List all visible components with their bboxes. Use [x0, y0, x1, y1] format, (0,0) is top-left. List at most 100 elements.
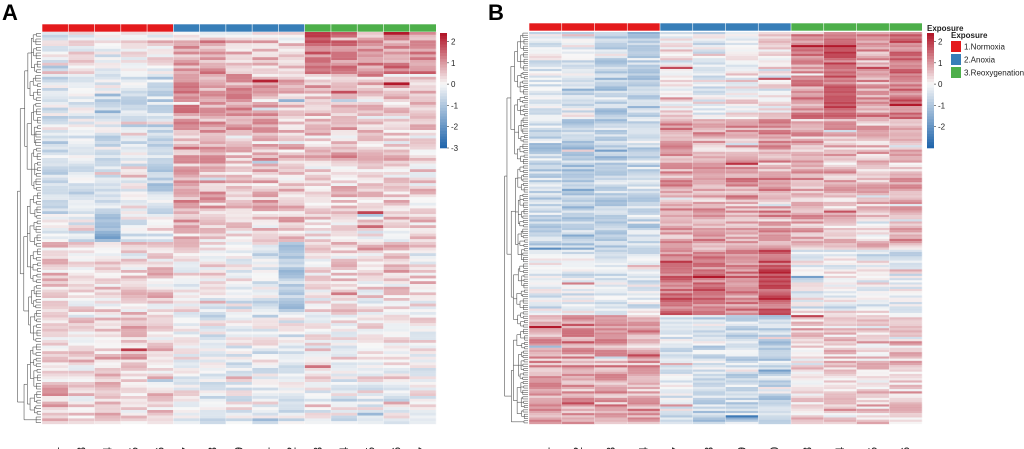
heatmap-cell [889, 153, 923, 157]
heatmap-cell [561, 219, 595, 222]
heatmap-cell [120, 370, 148, 374]
heatmap-cell [42, 342, 69, 346]
heatmap-cell [725, 334, 759, 338]
heatmap-cell [304, 289, 332, 293]
heatmap-cell [94, 261, 121, 265]
heatmap-cell [692, 384, 726, 388]
heatmap-cell [529, 208, 562, 211]
heatmap-cell [758, 389, 792, 392]
heatmap-cell [252, 359, 279, 363]
heatmap-cell [758, 149, 792, 152]
heatmap-cell [94, 219, 121, 223]
heatmap-cell [889, 371, 923, 375]
heatmap-cell [94, 398, 121, 402]
heatmap-cell [42, 247, 69, 251]
heatmap-cell [758, 210, 792, 213]
heatmap-cell [252, 415, 279, 419]
heatmap-cell [529, 162, 562, 165]
heatmap-cell [856, 349, 890, 353]
heatmap-cell [725, 190, 759, 194]
heatmap-cell [278, 418, 305, 422]
heatmap-cell [120, 34, 148, 38]
heatmap-cell [889, 143, 923, 146]
heatmap-cell [252, 144, 279, 147]
heatmap-cell [561, 232, 595, 235]
heatmap-cell [594, 55, 628, 59]
heatmap-cell [147, 373, 174, 377]
heatmap-cell [68, 90, 95, 94]
heatmap-cell [252, 236, 279, 240]
heatmap-cell [68, 233, 95, 237]
heatmap-cell [304, 337, 332, 341]
heatmap-cell [304, 398, 332, 402]
heatmap-cell [856, 384, 890, 388]
heatmap-cell [357, 43, 384, 47]
heatmap-cell [330, 121, 358, 125]
heatmap-cell [660, 99, 693, 102]
heatmap-cell [823, 371, 857, 375]
heatmap-cell [627, 97, 661, 100]
heatmap-cell [252, 186, 279, 189]
color-scale-step [440, 139, 447, 143]
heatmap-cell [627, 127, 661, 131]
heatmap-cell [252, 242, 279, 245]
heatmap-cell [758, 345, 792, 348]
heatmap-cell [692, 42, 726, 46]
heatmap-cell [758, 282, 792, 285]
heatmap-cell [147, 194, 174, 198]
heatmap-cell [357, 205, 384, 209]
heatmap-cell [856, 221, 890, 224]
heatmap-cell [173, 261, 200, 265]
heatmap-cell [199, 390, 227, 394]
heatmap-cell [383, 216, 410, 220]
heatmap-cell [758, 363, 792, 366]
heatmap-cell [692, 108, 726, 111]
heatmap-cell [725, 238, 759, 242]
heatmap-cell [529, 308, 562, 311]
heatmap-cell [409, 345, 437, 349]
heatmap-cell [529, 53, 562, 57]
heatmap-cell [42, 340, 69, 343]
heatmap-cell [660, 175, 693, 179]
heatmap-cell [823, 339, 857, 342]
heatmap-cell [594, 64, 628, 67]
heatmap-cell [357, 57, 384, 61]
heatmap-cell [594, 149, 628, 152]
heatmap-cell [278, 200, 305, 203]
heatmap-cell [42, 180, 69, 184]
heatmap-cell [304, 407, 332, 411]
heatmap-cell [42, 404, 69, 408]
heatmap-cell [68, 208, 95, 212]
heatmap-cell [791, 275, 824, 279]
heatmap-cell [357, 40, 384, 44]
heatmap-cell [304, 51, 332, 55]
heatmap-cell [725, 51, 759, 54]
heatmap-cell [252, 163, 279, 167]
heatmap-cell [199, 258, 227, 262]
heatmap-cell [791, 62, 824, 65]
heatmap-cell [225, 113, 253, 117]
group-bar-segment [278, 23, 306, 33]
heatmap-cell [791, 69, 824, 72]
heatmap-cell [889, 310, 923, 314]
heatmap-cell [823, 116, 857, 120]
heatmap-cell [120, 152, 148, 156]
heatmap-cell [383, 230, 410, 234]
heatmap-cell [692, 326, 726, 329]
heatmap-cell [120, 393, 148, 397]
heatmap-cell [692, 173, 726, 176]
heatmap-cell [627, 286, 661, 290]
heatmap-cell [823, 130, 857, 133]
heatmap-cell [409, 415, 437, 419]
heatmap-cell [692, 88, 726, 91]
heatmap-cell [692, 62, 726, 65]
heatmap-cell [791, 389, 824, 392]
heatmap-cell [330, 328, 358, 332]
heatmap-cell [252, 62, 279, 66]
heatmap-cell [94, 236, 121, 240]
heatmap-cell [278, 82, 305, 86]
heatmap-cell [529, 160, 562, 163]
heatmap-cell [147, 236, 174, 240]
heatmap-cell [758, 90, 792, 94]
heatmap-cell [660, 138, 693, 142]
